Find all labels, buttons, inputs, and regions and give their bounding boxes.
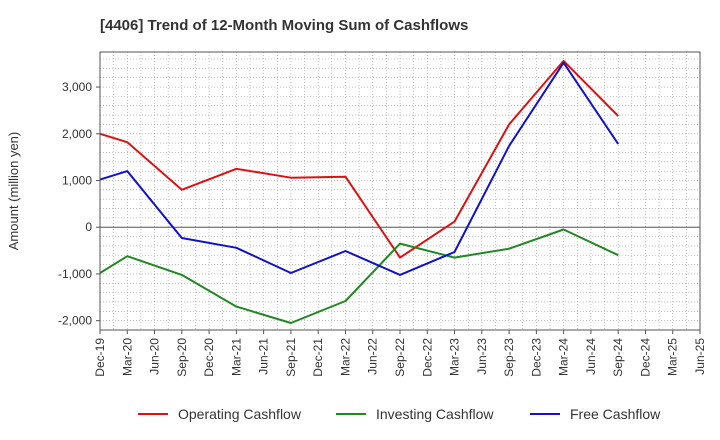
x-tick-label: Dec-19 <box>93 338 107 377</box>
x-tick-label: Jun-20 <box>148 338 162 375</box>
x-tick-label: Sep-23 <box>502 338 516 377</box>
y-tick-label: 0 <box>85 220 92 234</box>
x-tick-label: Sep-20 <box>175 338 189 377</box>
legend-label: Investing Cashflow <box>376 406 494 422</box>
x-tick-label: Dec-21 <box>311 338 325 377</box>
y-tick-label: 3,000 <box>62 80 92 94</box>
x-tick-label: Jun-25 <box>693 338 707 375</box>
y-tick-label: -2,000 <box>58 314 92 328</box>
series-line-2 <box>99 61 620 276</box>
x-tick-label: Dec-22 <box>420 338 434 377</box>
x-tick-label: Mar-21 <box>229 338 243 376</box>
y-tick-label: -1,000 <box>58 267 92 281</box>
series-line-0 <box>99 59 619 259</box>
y-tick-label: 2,000 <box>62 127 92 141</box>
x-tick-label: Dec-24 <box>638 338 652 377</box>
x-tick-label: Dec-23 <box>529 338 543 377</box>
y-axis-ticks: -2,000 -1,000 0 1,000 2,000 3,000 <box>58 80 100 328</box>
x-tick-label: Mar-23 <box>448 338 462 376</box>
grid <box>99 52 701 331</box>
legend: Operating Cashflow Investing Cashflow Free… <box>138 406 661 422</box>
series-line-1 <box>99 228 619 324</box>
x-tick-label: Mar-22 <box>338 338 352 376</box>
x-tick-label: Jun-21 <box>257 338 271 375</box>
x-tick-label: Mar-24 <box>557 338 571 376</box>
legend-label: Operating Cashflow <box>178 406 302 422</box>
x-tick-label: Mar-25 <box>666 338 680 376</box>
x-tick-label: Dec-20 <box>202 338 216 377</box>
legend-label: Free Cashflow <box>570 406 661 422</box>
y-axis-label: Amount (million yen) <box>6 132 21 251</box>
y-tick-label: 1,000 <box>62 173 92 187</box>
x-tick-label: Sep-22 <box>393 338 407 377</box>
x-axis-ticks: Dec-19 Mar-20 Jun-20 Sep-20 Dec-20 Mar-21 Jun-… <box>93 330 707 377</box>
x-tick-label: Sep-24 <box>611 338 625 377</box>
x-tick-label: Jun-22 <box>366 338 380 375</box>
x-tick-label: Jun-23 <box>475 338 489 375</box>
x-tick-label: Sep-21 <box>284 338 298 377</box>
series-lines <box>99 59 620 324</box>
x-tick-label: Mar-20 <box>120 338 134 376</box>
x-tick-label: Jun-24 <box>584 338 598 375</box>
chart-title: [4406] Trend of 12-Month Moving Sum of C… <box>100 17 468 34</box>
